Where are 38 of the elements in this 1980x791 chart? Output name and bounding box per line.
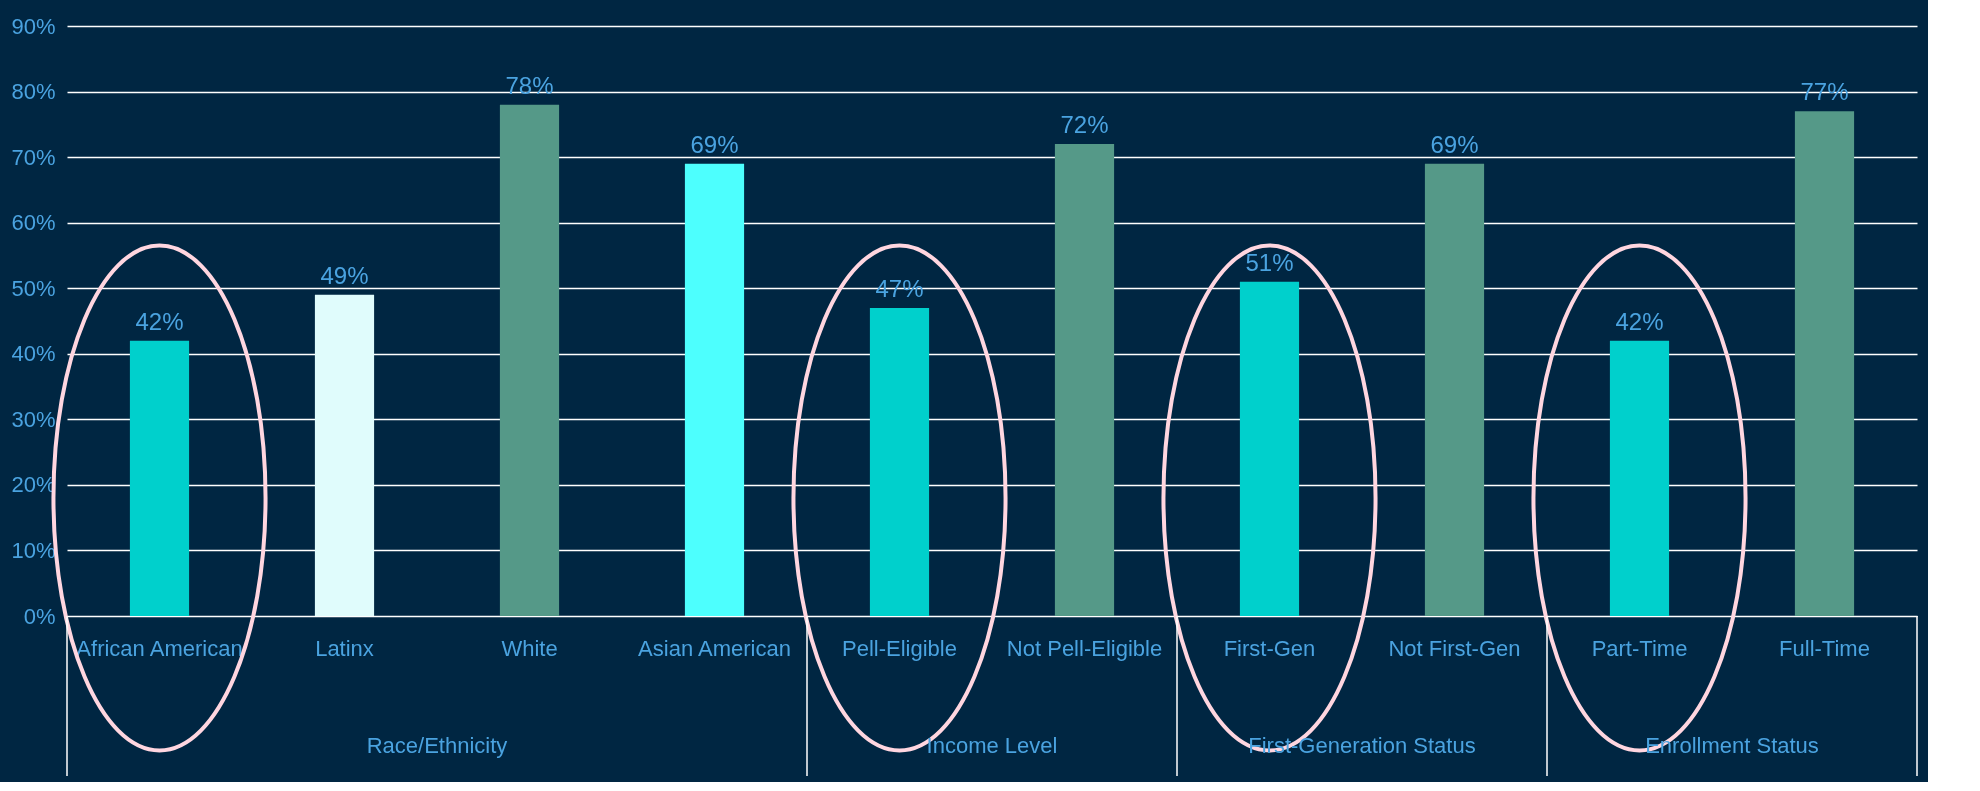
y-tick-label: 30% [11, 406, 56, 432]
bar [1609, 340, 1670, 616]
text: Income Level [926, 733, 1058, 758]
bar [1239, 281, 1300, 616]
x-tick-label: Part-Time [1591, 635, 1688, 661]
bar [1054, 144, 1115, 616]
x-tick-label: Asian American [638, 635, 791, 661]
data-label: 42% [135, 307, 184, 335]
bar [684, 163, 745, 616]
y-tick-label: 0% [23, 603, 56, 629]
x-tick-label: Pell-Eligible [842, 635, 957, 661]
y-tick-label: 90% [11, 13, 56, 39]
data-label: 42% [1615, 307, 1664, 335]
y-tick-label: 60% [11, 210, 56, 236]
x-tick-label: First-Gen [1223, 635, 1316, 661]
bar [1424, 163, 1485, 616]
x-tick-label: Not Pell-Eligible [1006, 635, 1163, 661]
y-tick-label: 40% [11, 341, 56, 367]
text: Race/Ethnicity [366, 733, 508, 758]
data-label: 72% [1060, 111, 1109, 138]
y-tick-label: 50% [11, 275, 56, 301]
y-tick-label: 80% [11, 79, 56, 105]
bar [1794, 111, 1855, 616]
x-tick-label: Full-Time [1779, 635, 1870, 661]
y-tick-label: 70% [11, 144, 56, 170]
bar [314, 294, 375, 616]
x-tick-label: Latinx [315, 635, 374, 661]
x-tick-label: White [501, 635, 558, 661]
x-tick-label: African American [76, 635, 243, 661]
data-label: 49% [320, 261, 369, 289]
data-label: 78% [505, 71, 554, 99]
data-label: 69% [1430, 130, 1479, 158]
bar [869, 307, 930, 616]
data-label: 69% [690, 130, 739, 158]
data-label: 51% [1245, 248, 1294, 276]
bar [129, 340, 190, 616]
bar [499, 104, 560, 616]
x-tick-label: Not First-Gen [1388, 635, 1521, 661]
